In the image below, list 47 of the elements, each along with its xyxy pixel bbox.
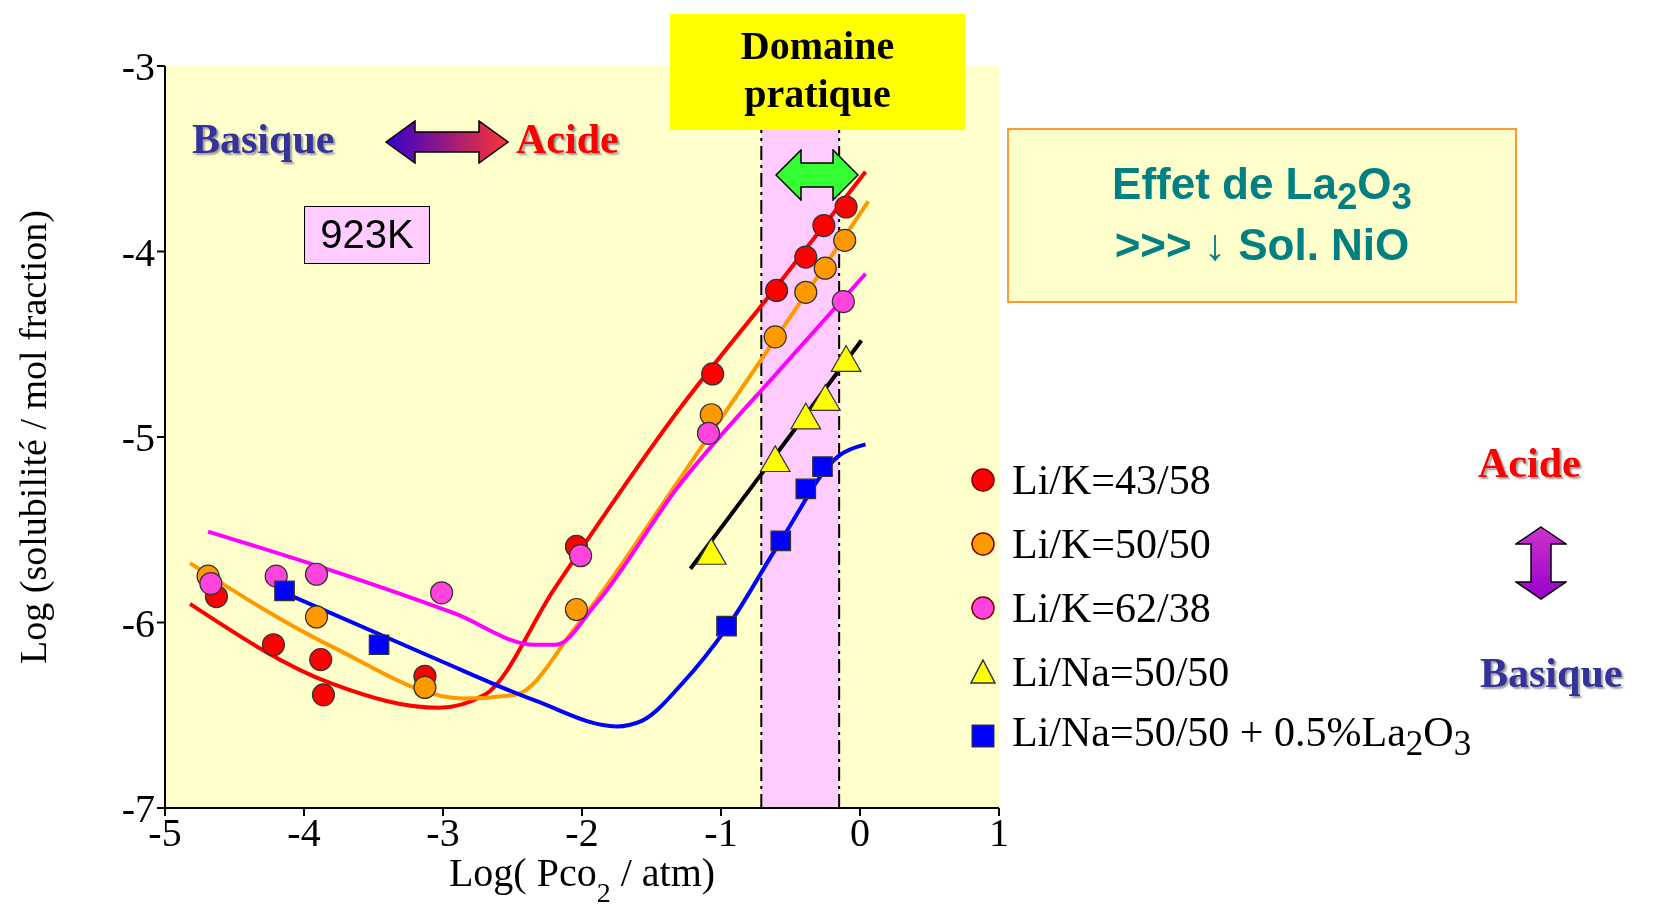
point	[274, 580, 295, 602]
legend-label: Li/Na=50/50	[1012, 648, 1230, 696]
legend-label: Li/K=43/58	[1012, 456, 1211, 504]
point	[564, 597, 589, 622]
point	[309, 648, 333, 672]
point	[430, 581, 454, 605]
legend-label: Li/Na=50/50 + 0.5%La$_{2}$O$_{3}$	[1012, 707, 1472, 765]
point	[794, 245, 818, 269]
point	[813, 256, 837, 280]
point	[831, 290, 855, 314]
x-tick-label: 0	[850, 810, 870, 856]
point	[699, 403, 723, 427]
point	[795, 478, 817, 500]
point	[834, 195, 858, 219]
legend-label: Li/K=62/38	[1012, 584, 1211, 632]
y-tick-label: -4	[121, 229, 155, 275]
x-tick-label: -4	[287, 810, 321, 856]
point	[812, 456, 833, 478]
point	[199, 571, 223, 596]
y-axis-title: Log (solubilité / mol fraction)	[12, 210, 55, 664]
point	[569, 544, 593, 568]
point	[833, 228, 857, 252]
y-tick-label: -7	[121, 786, 155, 832]
annotation: Acide	[516, 115, 619, 164]
point	[812, 213, 836, 238]
point	[716, 615, 737, 637]
y-tick-label: -5	[121, 415, 155, 461]
point	[696, 421, 721, 445]
point	[368, 634, 390, 656]
point	[261, 633, 286, 657]
y-tick-label: -6	[121, 600, 155, 646]
point	[304, 605, 329, 629]
point	[304, 562, 329, 586]
line-series	[206, 271, 868, 647]
point	[765, 278, 789, 303]
x-tick-label: 1	[989, 810, 1009, 856]
point	[770, 530, 792, 552]
legend-label: Li/K=50/50	[1012, 520, 1211, 568]
point	[794, 280, 818, 304]
text: Basique	[1480, 649, 1623, 698]
y-tick-label: -3	[121, 44, 155, 90]
point	[413, 675, 437, 699]
annotation: Basique	[192, 115, 335, 164]
text: Acide	[1478, 439, 1581, 488]
point	[763, 325, 787, 349]
point	[701, 362, 725, 386]
point	[311, 683, 336, 707]
